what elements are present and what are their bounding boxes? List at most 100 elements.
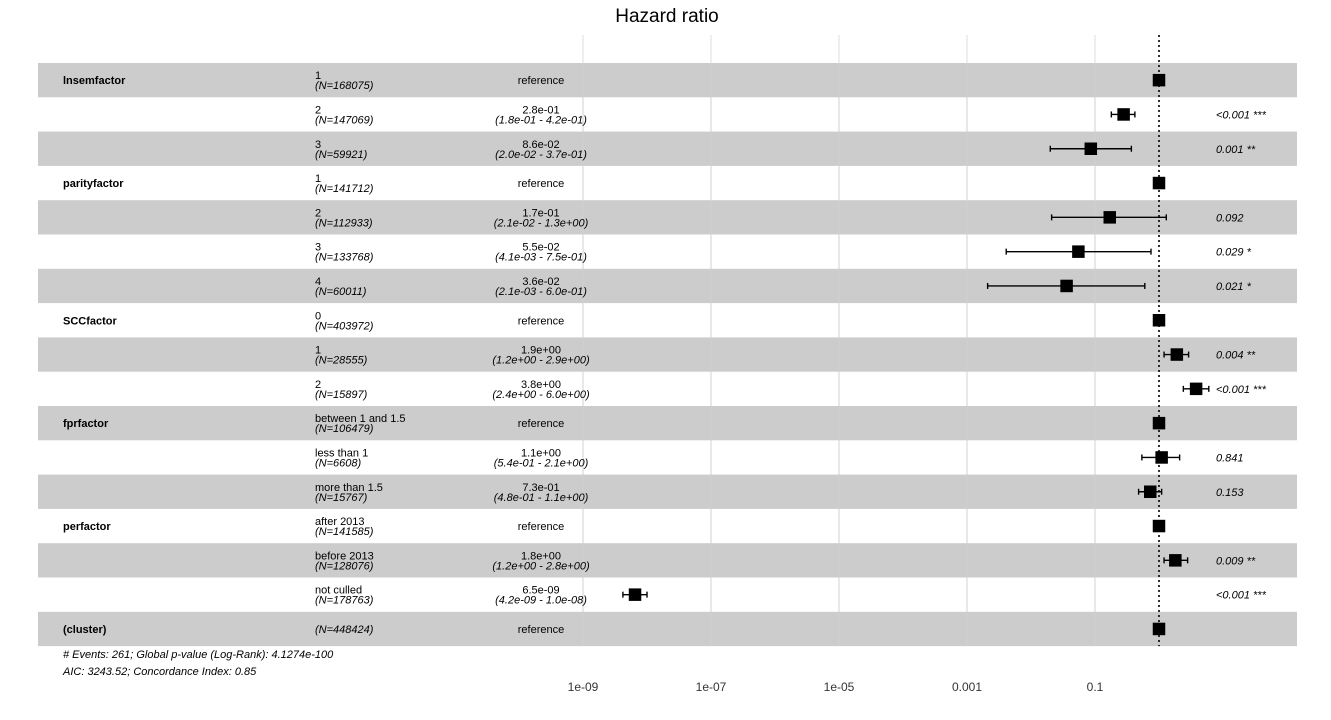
table-row: (cluster) (N=448424) reference — [63, 624, 564, 636]
p-value-label: 0.153 — [1216, 487, 1244, 499]
estimate-label: 7.3e-01 — [522, 482, 559, 494]
row-mark — [1163, 554, 1189, 567]
hr-point — [1169, 554, 1182, 567]
n-label: (N=141585) — [315, 526, 374, 538]
p-value-label: <0.001 *** — [1216, 109, 1267, 121]
n-label: (N=178763) — [315, 595, 374, 607]
estimate-label: 1.9e+00 — [521, 345, 561, 357]
variable-label: perfactor — [63, 521, 111, 533]
row-mark — [986, 279, 1146, 293]
plot-marks — [622, 73, 1210, 636]
p-value-label: 0.092 — [1216, 212, 1244, 224]
hr-point — [1152, 416, 1166, 430]
level-label: 2 — [315, 207, 321, 219]
grid-lines — [582, 35, 1096, 647]
row-bands — [38, 63, 1297, 647]
table-row: less than 1(N=6608) 1.1e+00(5.4e-01 - 2.1… — [315, 447, 1244, 469]
row-mark — [622, 588, 648, 601]
ci-label: (2.4e+00 - 6.0e+00) — [492, 389, 590, 401]
level-label: 1 — [315, 345, 321, 357]
hr-point — [1152, 622, 1166, 636]
p-value-label: 0.004 ** — [1216, 350, 1256, 362]
x-tick-label: 1e-07 — [696, 680, 727, 694]
n-label: (N=28555) — [315, 355, 368, 367]
level-label: 3 — [315, 242, 321, 254]
n-label: (N=59921) — [315, 149, 368, 161]
table-row: before 2013(N=128076) 1.8e+00(1.2e+00 - 2… — [315, 550, 1256, 572]
x-tick-label: 0.1 — [1087, 680, 1104, 694]
hr-point — [1060, 279, 1073, 293]
n-label: (N=133768) — [315, 252, 374, 264]
level-label: 3 — [315, 139, 321, 151]
table-row: lnsemfactor 1(N=168075) reference — [63, 70, 564, 92]
estimate-label: 3.6e-02 — [522, 276, 559, 288]
table-row: parityfactor 1(N=141712) reference — [63, 173, 564, 195]
variable-label: lnsemfactor — [63, 75, 126, 87]
estimate-label: reference — [518, 315, 564, 327]
ci-label: (1.2e+00 - 2.8e+00) — [492, 560, 590, 572]
row-mark — [1152, 622, 1166, 636]
estimate-label: 2.8e-01 — [522, 104, 559, 116]
n-label: (N=60011) — [315, 286, 367, 298]
row-mark — [1050, 211, 1167, 224]
ci-label: (4.8e-01 - 1.1e+00) — [494, 492, 589, 504]
x-axis-ticks: 1e-09 1e-07 1e-05 0.001 0.1 — [568, 680, 1104, 694]
hr-point — [1152, 314, 1166, 327]
p-value-label: 0.021 * — [1216, 281, 1252, 293]
variable-label: parityfactor — [63, 178, 124, 190]
footer-aic: AIC: 3243.52; Concordance Index: 0.85 — [62, 666, 257, 678]
estimate-label: 8.6e-02 — [522, 139, 559, 151]
row-band — [38, 543, 1297, 578]
row-mark — [1152, 176, 1166, 190]
level-label: 0 — [315, 310, 321, 322]
ci-label: (1.2e+00 - 2.9e+00) — [492, 355, 590, 367]
ci-label: (2.1e-03 - 6.0e-01) — [495, 286, 587, 298]
p-value-label: <0.001 *** — [1216, 590, 1267, 602]
estimate-label: reference — [518, 418, 564, 430]
row-band — [38, 406, 1297, 441]
estimate-label: 1.8e+00 — [521, 550, 561, 562]
row-mark — [1152, 519, 1166, 533]
level-label: 1 — [315, 70, 321, 82]
row-mark — [1152, 416, 1166, 430]
n-label: (N=403972) — [315, 320, 374, 332]
p-value-label: <0.001 *** — [1216, 384, 1267, 396]
x-tick-label: 0.001 — [952, 680, 982, 694]
hr-point — [1170, 348, 1184, 361]
table-row: 4(N=60011) 3.6e-02(2.1e-03 - 6.0e-01) 0.02… — [315, 276, 1252, 298]
p-value-label: 0.009 ** — [1216, 555, 1256, 567]
estimate-label: reference — [518, 75, 564, 87]
estimate-label: reference — [518, 521, 564, 533]
row-mark — [1141, 451, 1181, 464]
p-value-label: 0.841 — [1216, 452, 1244, 464]
estimate-label: reference — [518, 178, 564, 190]
hr-point — [1072, 245, 1085, 258]
estimate-label: 1.1e+00 — [521, 447, 561, 459]
ci-label: (1.8e-01 - 4.2e-01) — [495, 114, 587, 126]
hr-point — [1155, 451, 1168, 464]
row-mark — [1005, 245, 1152, 258]
n-label: (N=141712) — [315, 183, 374, 195]
level-label: less than 1 — [315, 447, 368, 459]
table-row: 2(N=15897) 3.8e+00(2.4e+00 - 6.0e+00) <0.0… — [315, 379, 1267, 401]
table-row: more than 1.5(N=15767) 7.3e-01(4.8e-01 - … — [315, 482, 1244, 504]
table-row: 1(N=28555) 1.9e+00(1.2e+00 - 2.9e+00) 0.00… — [315, 345, 1256, 367]
level-label: 4 — [315, 276, 321, 288]
n-label: (N=128076) — [315, 560, 374, 572]
variable-label: SCCfactor — [63, 315, 118, 327]
table-row: 2(N=147069) 2.8e-01(1.8e-01 - 4.2e-01) <0.… — [315, 104, 1267, 126]
estimate-label: reference — [518, 624, 564, 636]
hr-point — [1084, 142, 1098, 155]
hr-point — [1144, 485, 1157, 498]
n-label: (N=147069) — [315, 114, 374, 126]
p-value-label: 0.029 * — [1216, 247, 1252, 259]
footer-events: # Events: 261; Global p-value (Log-Rank)… — [63, 649, 334, 661]
ci-label: (2.0e-02 - 3.7e-01) — [495, 149, 587, 161]
table-row: fprfactor between 1 and 1.5(N=106479) refe… — [63, 413, 564, 435]
hr-point — [1152, 73, 1166, 87]
level-label: more than 1.5 — [315, 482, 383, 494]
level-label: 1 — [315, 173, 321, 185]
row-mark — [1049, 142, 1133, 155]
row-mark — [1163, 348, 1190, 361]
hr-point — [628, 588, 642, 601]
